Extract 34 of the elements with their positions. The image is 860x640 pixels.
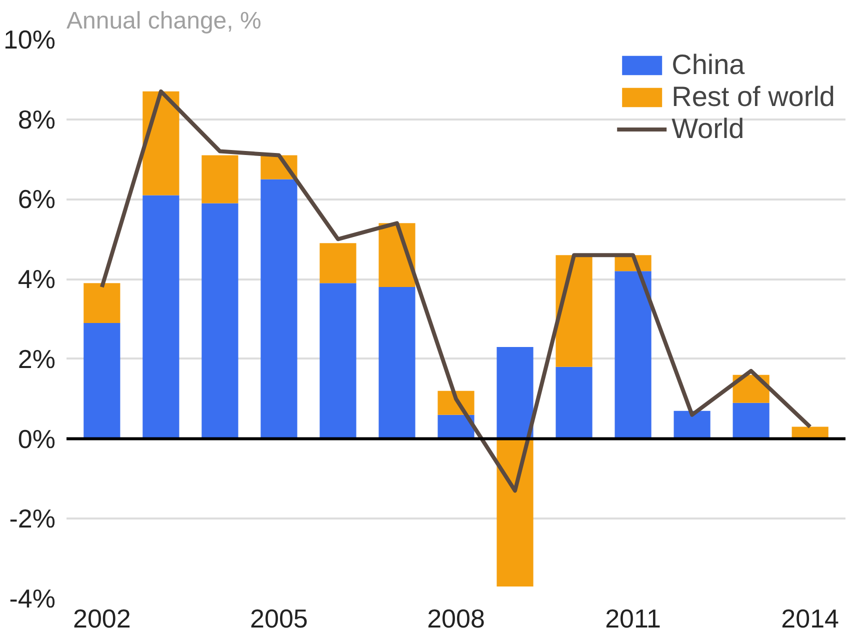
y-tick-label: 6% xyxy=(18,184,56,214)
bar xyxy=(556,366,592,439)
bar xyxy=(320,283,356,439)
y-tick-label: 2% xyxy=(18,344,56,374)
bar xyxy=(378,287,416,439)
legend-label: World xyxy=(672,113,744,145)
x-tick-label: 2011 xyxy=(605,604,662,634)
y-tick-label: 10% xyxy=(3,24,56,54)
bar xyxy=(732,402,770,439)
y-tick-label: -2% xyxy=(9,504,56,534)
bar xyxy=(202,155,238,204)
x-tick-label: 2005 xyxy=(250,604,308,634)
bar xyxy=(84,322,120,439)
bar xyxy=(614,271,652,439)
x-tick-label: 2014 xyxy=(781,604,840,634)
bar xyxy=(260,179,298,439)
bar xyxy=(674,410,710,439)
bar xyxy=(496,438,534,587)
bar xyxy=(202,203,238,439)
bar xyxy=(142,195,180,439)
y-tick-label: 8% xyxy=(18,104,56,134)
x-tick-label: 2008 xyxy=(427,604,485,634)
bar xyxy=(142,91,180,196)
y-tick-label: -4% xyxy=(9,584,56,614)
bar xyxy=(320,243,356,284)
x-tick-label: 2002 xyxy=(72,604,131,634)
y-tick-label: 4% xyxy=(18,264,56,294)
legend-label: Rest of world xyxy=(672,81,835,113)
bar xyxy=(496,346,534,439)
chart-title: Annual change, % xyxy=(66,8,262,34)
bar xyxy=(556,255,592,367)
legend-label: China xyxy=(672,49,745,81)
y-tick-label: 0% xyxy=(18,424,56,454)
bar xyxy=(84,283,120,323)
